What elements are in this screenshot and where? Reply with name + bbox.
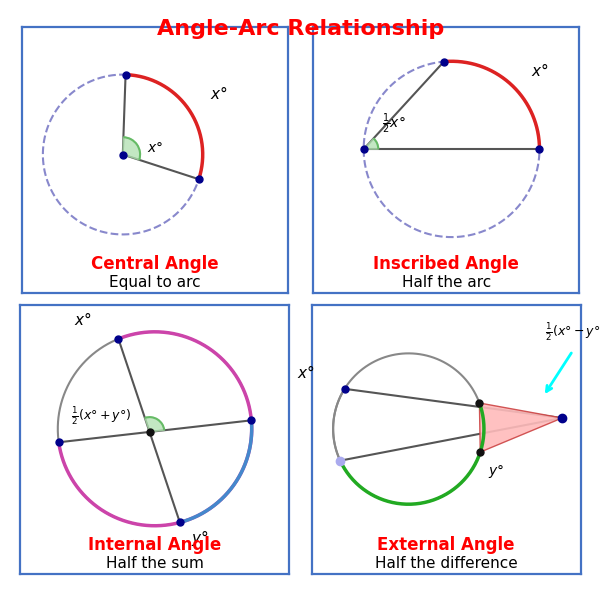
- Text: $\frac{1}{2}(x°-y°)$: $\frac{1}{2}(x°-y°)$: [545, 321, 601, 343]
- Text: $\frac{1}{2}(x°+y°)$: $\frac{1}{2}(x°+y°)$: [71, 405, 131, 427]
- Text: $x°$: $x°$: [531, 62, 548, 79]
- Wedge shape: [145, 417, 164, 432]
- Text: $y°$: $y°$: [191, 528, 209, 548]
- Polygon shape: [480, 403, 562, 452]
- Text: Half the sum: Half the sum: [106, 556, 204, 571]
- Text: Inscribed Angle: Inscribed Angle: [373, 255, 519, 273]
- Wedge shape: [123, 137, 140, 160]
- Text: Central Angle: Central Angle: [91, 255, 219, 273]
- Text: Half the arc: Half the arc: [401, 275, 491, 290]
- Text: $x°$: $x°$: [297, 363, 315, 381]
- Text: Equal to arc: Equal to arc: [109, 275, 201, 290]
- Text: $x°$: $x°$: [74, 311, 91, 328]
- Text: $\frac{1}{2}x°$: $\frac{1}{2}x°$: [382, 111, 406, 136]
- Wedge shape: [364, 139, 378, 149]
- Text: $x°$: $x°$: [147, 140, 163, 155]
- Text: $x°$: $x°$: [210, 85, 228, 102]
- Text: Internal Angle: Internal Angle: [88, 536, 221, 554]
- Text: Half the difference: Half the difference: [375, 556, 517, 571]
- Text: $y°$: $y°$: [489, 463, 504, 480]
- Text: Angle-Arc Relationship: Angle-Arc Relationship: [157, 19, 444, 39]
- Text: External Angle: External Angle: [377, 536, 515, 554]
